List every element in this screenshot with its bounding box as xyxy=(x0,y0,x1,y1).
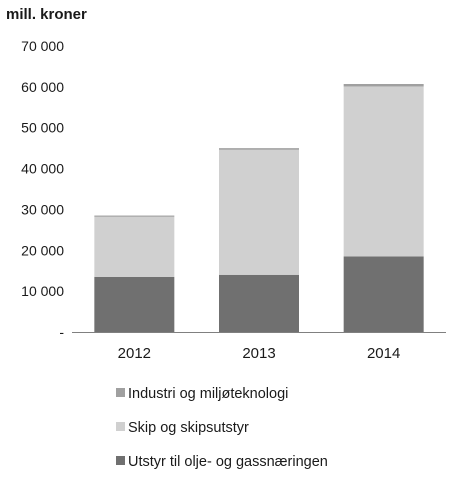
bar-segment xyxy=(343,83,424,87)
bars xyxy=(94,83,424,332)
bar-segment xyxy=(219,274,299,332)
y-tick-label: 10 000 xyxy=(21,283,64,299)
bar-segment xyxy=(219,149,299,275)
legend-label: Skip og skipsutstyr xyxy=(128,420,249,436)
y-tick-label: - xyxy=(59,324,64,340)
y-axis-unit-label: mill. kroner xyxy=(6,6,87,23)
y-tick-label: 50 000 xyxy=(21,120,64,136)
legend: Industri og miljøteknologi Skip og skipsu… xyxy=(116,386,328,470)
bar-segment xyxy=(343,86,424,257)
bar-segment xyxy=(343,256,424,332)
legend-label: Industri og miljøteknologi xyxy=(128,386,288,402)
bar-segment xyxy=(94,276,175,332)
legend-swatch xyxy=(116,456,125,465)
bar-segment xyxy=(94,216,175,277)
x-tick-label: 2012 xyxy=(118,345,151,362)
y-tick-label: 30 000 xyxy=(21,201,64,217)
legend-swatch xyxy=(116,422,125,431)
x-axis: 2012 2013 2014 xyxy=(72,332,446,362)
bar-segment xyxy=(94,215,175,217)
legend-label: Utstyr til olje- og gassnæringen xyxy=(128,454,328,470)
y-tick-label: 40 000 xyxy=(21,161,64,177)
y-tick-label: 60 000 xyxy=(21,79,64,95)
legend-swatch xyxy=(116,388,125,397)
x-tick-label: 2014 xyxy=(367,345,400,362)
y-tick-label: 20 000 xyxy=(21,242,64,258)
bar-segment xyxy=(219,148,299,150)
y-axis: - 10 000 20 000 30 000 40 000 50 000 60 000 70 … xyxy=(21,38,64,340)
y-tick-label: 70 000 xyxy=(21,38,64,54)
x-tick-label: 2013 xyxy=(242,345,275,362)
